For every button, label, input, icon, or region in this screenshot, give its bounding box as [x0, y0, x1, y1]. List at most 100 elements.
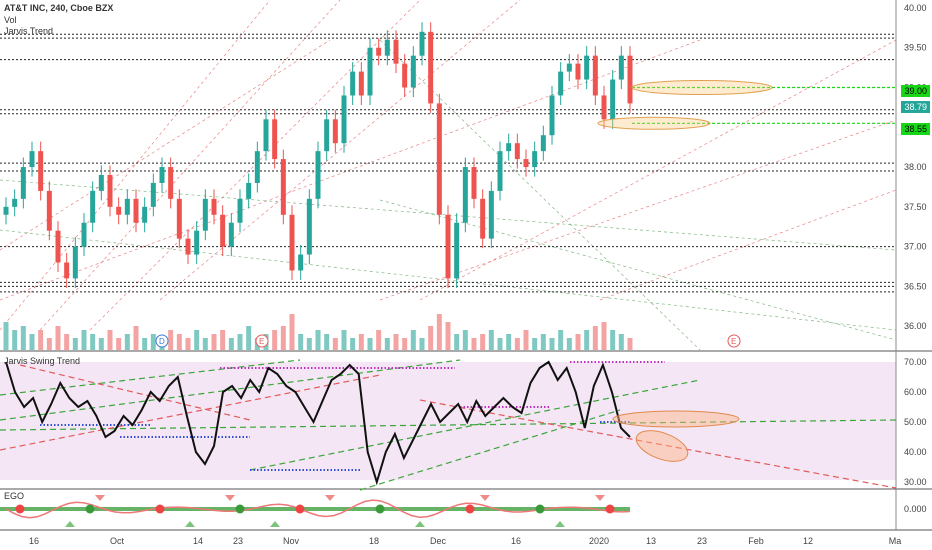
candle-body: [462, 167, 468, 223]
volume-bar: [471, 338, 477, 350]
indicator-vol-label: Vol: [4, 15, 17, 25]
candle-body: [549, 95, 555, 136]
volume-bar: [98, 338, 104, 350]
candle-body: [575, 63, 581, 80]
price-tick-label: 36.00: [904, 321, 927, 331]
volume-bar: [81, 330, 87, 350]
volume-bar: [592, 326, 598, 350]
volume-bar: [558, 330, 564, 350]
candle-body: [497, 151, 503, 191]
swing-tick-label: 60.00: [904, 387, 927, 397]
candle-body: [627, 55, 633, 104]
volume-bar: [280, 326, 286, 350]
candle-body: [38, 151, 44, 191]
volume-bar: [480, 334, 486, 350]
candle-body: [540, 135, 546, 152]
swing-trend-line: [0, 374, 381, 451]
candle-body: [12, 198, 18, 207]
time-tick-label: 23: [233, 536, 243, 546]
candle-body: [566, 63, 572, 72]
osc-triangle: [270, 521, 280, 527]
osc-pane-label: EGO: [4, 491, 25, 501]
candle-body: [610, 79, 616, 120]
swing-trend-line: [359, 409, 621, 491]
candle-body: [202, 198, 208, 231]
indicator-jarvis-trend-label: Jarvis Trend: [4, 26, 54, 36]
volume-bar: [454, 334, 460, 350]
candle-body: [142, 206, 148, 223]
volume-bar: [202, 338, 208, 350]
osc-dot: [155, 504, 165, 514]
candle-body: [263, 119, 269, 152]
time-tick-label: 18: [369, 536, 379, 546]
swing-trend-line: [419, 399, 897, 489]
event-marker: [155, 334, 169, 348]
candle-body: [618, 55, 624, 80]
time-tick-label: Feb: [748, 536, 764, 546]
candle-body: [436, 103, 442, 215]
time-tick-label: Ma: [889, 536, 902, 546]
swing-trend-line: [249, 379, 701, 471]
trend-line: [379, 119, 897, 301]
candle-body: [298, 254, 304, 271]
candle-body: [150, 182, 156, 207]
price-tick-label: 40.00: [904, 3, 927, 13]
volume-bar: [211, 334, 217, 350]
osc-dot: [465, 504, 475, 514]
candle-body: [211, 198, 217, 215]
volume-bar: [107, 330, 113, 350]
candle-body: [246, 182, 252, 199]
candle-body: [116, 206, 122, 215]
candle-body: [107, 175, 113, 207]
swing-ellipse: [635, 430, 689, 462]
event-marker-letter: E: [259, 337, 264, 346]
volume-bar: [419, 338, 425, 350]
osc-dot: [15, 504, 25, 514]
candle-body: [601, 95, 607, 120]
swing-tick-label: 70.00: [904, 357, 927, 367]
volume-bar: [142, 338, 148, 350]
candle-body: [280, 159, 286, 215]
osc-dot: [85, 504, 95, 514]
osc-tick-label: 0.000: [904, 504, 927, 514]
candle-body: [289, 214, 295, 271]
time-tick-label: 16: [511, 536, 521, 546]
time-tick-label: Nov: [283, 536, 300, 546]
candle-body: [471, 167, 477, 199]
trend-line: [0, 0, 271, 331]
osc-dot: [375, 504, 385, 514]
trend-line: [419, 39, 897, 301]
volume-bar: [410, 330, 416, 350]
candle-body: [358, 71, 364, 96]
volume-bar: [540, 334, 546, 350]
swing-trend-line: [0, 359, 301, 396]
candle-body: [445, 214, 451, 279]
volume-bar: [610, 330, 616, 350]
candle-body: [410, 55, 416, 88]
swing-tick-label: 30.00: [904, 477, 927, 487]
volume-bar: [29, 334, 35, 350]
volume-bar: [523, 330, 529, 350]
trend-line: [379, 39, 701, 351]
time-tick-label: 23: [697, 536, 707, 546]
time-tick-label: Dec: [430, 536, 447, 546]
volume-bar: [64, 334, 70, 350]
volume-bar: [358, 334, 364, 350]
trend-line: [0, 39, 331, 251]
volume-bar: [618, 334, 624, 350]
osc-dot: [295, 504, 305, 514]
osc-line: [5, 499, 631, 519]
volume-bar: [575, 334, 581, 350]
time-tick-label: 2020: [589, 536, 609, 546]
volume-bar: [566, 338, 572, 350]
candle-body: [168, 167, 174, 199]
time-tick-label: Oct: [110, 536, 125, 546]
volume-bar: [194, 330, 200, 350]
volume-bar: [332, 338, 338, 350]
candle-body: [20, 167, 26, 199]
volume-bar: [176, 334, 182, 350]
candle-body: [29, 151, 35, 168]
osc-triangle: [225, 495, 235, 501]
volume-bar: [488, 330, 494, 350]
candle-body: [367, 47, 373, 96]
